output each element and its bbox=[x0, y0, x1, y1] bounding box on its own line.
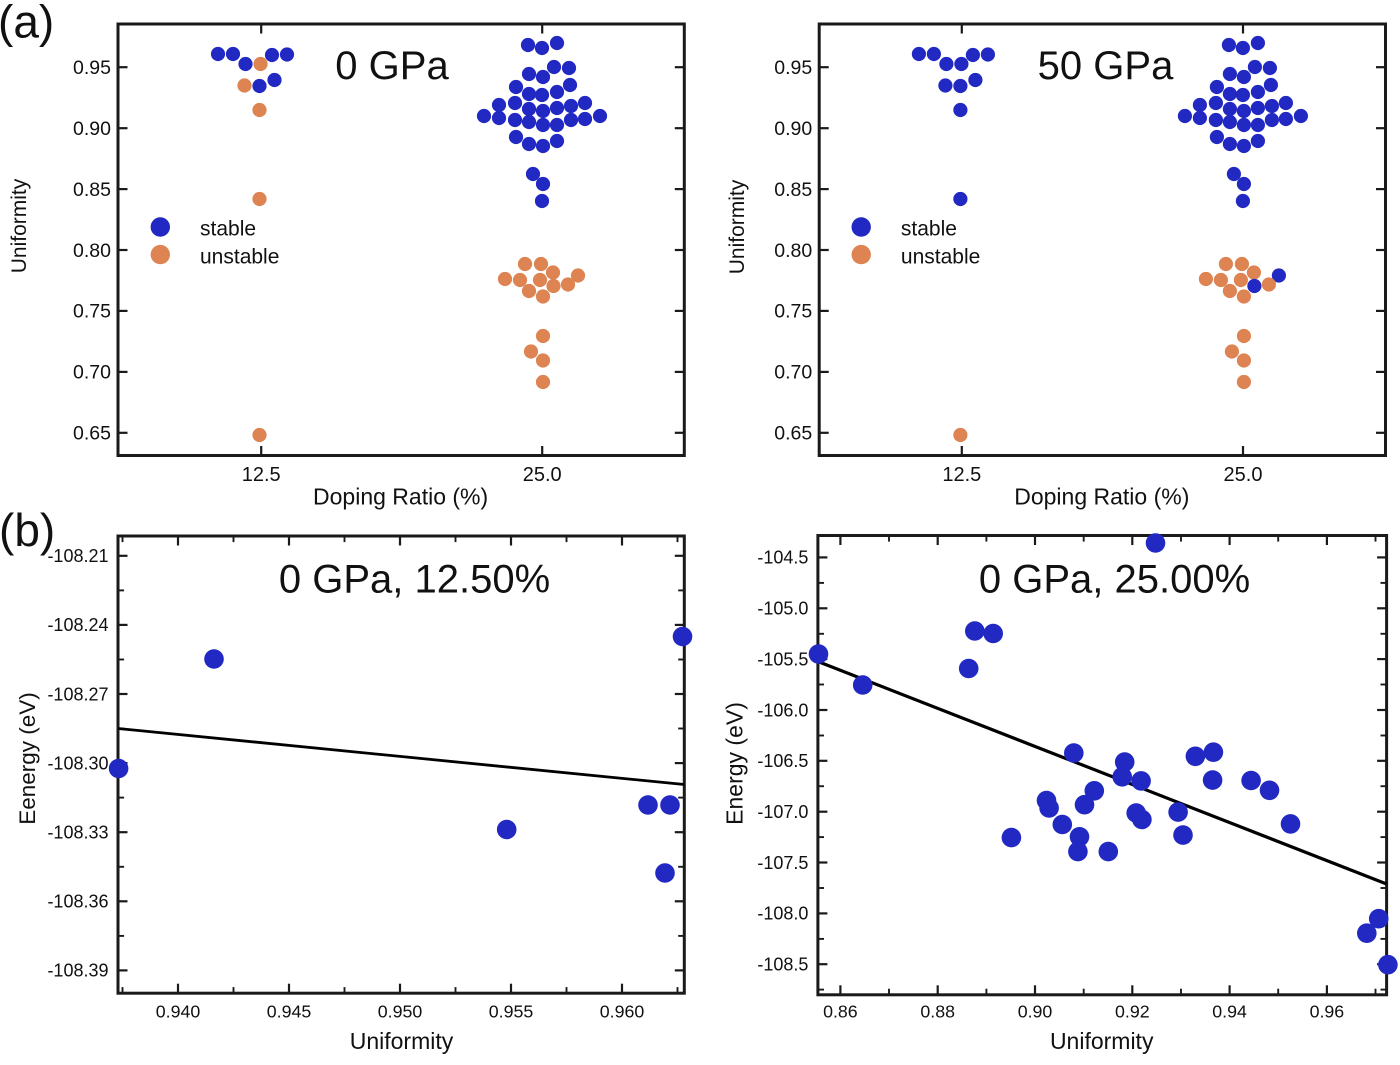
svg-text:0.94: 0.94 bbox=[1212, 1002, 1247, 1022]
svg-text:0.75: 0.75 bbox=[774, 301, 812, 323]
svg-text:stable: stable bbox=[901, 218, 957, 241]
svg-text:-108.0: -108.0 bbox=[757, 904, 808, 924]
svg-text:Doping Ratio (%): Doping Ratio (%) bbox=[313, 484, 488, 510]
svg-text:50 GPa: 50 GPa bbox=[1038, 44, 1174, 88]
svg-text:(a): (a) bbox=[0, 0, 54, 48]
svg-text:0.92: 0.92 bbox=[1115, 1002, 1150, 1022]
svg-text:0.85: 0.85 bbox=[774, 179, 812, 201]
svg-text:0.80: 0.80 bbox=[73, 240, 111, 262]
svg-text:-105.5: -105.5 bbox=[757, 649, 808, 669]
svg-text:-105.0: -105.0 bbox=[757, 599, 808, 619]
svg-text:25.0: 25.0 bbox=[1224, 464, 1263, 486]
svg-text:stable: stable bbox=[200, 218, 256, 241]
svg-text:0 GPa, 25.00%: 0 GPa, 25.00% bbox=[979, 558, 1250, 602]
svg-text:Uniformity: Uniformity bbox=[350, 1028, 454, 1054]
svg-text:0.65: 0.65 bbox=[774, 423, 812, 445]
svg-text:-107.5: -107.5 bbox=[757, 853, 808, 873]
svg-text:0.90: 0.90 bbox=[1018, 1002, 1053, 1022]
svg-text:0.90: 0.90 bbox=[774, 118, 812, 140]
svg-text:0.945: 0.945 bbox=[267, 1002, 312, 1022]
svg-text:12.5: 12.5 bbox=[242, 464, 281, 486]
svg-text:unstable: unstable bbox=[901, 246, 980, 269]
svg-text:0.96: 0.96 bbox=[1310, 1002, 1345, 1022]
svg-text:0.950: 0.950 bbox=[378, 1002, 423, 1022]
svg-text:0.95: 0.95 bbox=[73, 57, 111, 79]
svg-text:Energy (eV): Energy (eV) bbox=[722, 702, 748, 825]
svg-text:12.5: 12.5 bbox=[942, 464, 981, 486]
svg-text:0.80: 0.80 bbox=[774, 240, 812, 262]
svg-text:Uniformity: Uniformity bbox=[726, 179, 749, 274]
svg-text:-108.36: -108.36 bbox=[47, 892, 108, 912]
svg-text:0.940: 0.940 bbox=[156, 1002, 201, 1022]
svg-text:-107.0: -107.0 bbox=[757, 802, 808, 822]
svg-text:-108.24: -108.24 bbox=[47, 615, 108, 635]
svg-text:0.95: 0.95 bbox=[774, 57, 812, 79]
svg-text:0.960: 0.960 bbox=[600, 1002, 645, 1022]
svg-text:0.70: 0.70 bbox=[774, 362, 812, 384]
svg-text:-106.5: -106.5 bbox=[757, 751, 808, 771]
svg-text:Eenergy (eV): Eenergy (eV) bbox=[15, 692, 40, 825]
svg-text:0.88: 0.88 bbox=[920, 1002, 955, 1022]
svg-text:0 GPa, 12.50%: 0 GPa, 12.50% bbox=[279, 558, 550, 602]
svg-text:-108.27: -108.27 bbox=[47, 684, 108, 704]
svg-text:(b): (b) bbox=[0, 504, 55, 556]
svg-text:0.86: 0.86 bbox=[823, 1002, 858, 1022]
svg-text:0.955: 0.955 bbox=[489, 1002, 534, 1022]
svg-text:-108.33: -108.33 bbox=[47, 823, 108, 843]
svg-text:Doping Ratio (%): Doping Ratio (%) bbox=[1014, 484, 1189, 510]
svg-text:25.0: 25.0 bbox=[523, 464, 562, 486]
svg-text:0.65: 0.65 bbox=[73, 423, 111, 445]
svg-text:unstable: unstable bbox=[200, 246, 279, 269]
svg-text:-104.5: -104.5 bbox=[757, 548, 808, 568]
svg-text:0.85: 0.85 bbox=[73, 179, 111, 201]
svg-text:0.90: 0.90 bbox=[73, 118, 111, 140]
svg-text:0.70: 0.70 bbox=[73, 362, 111, 384]
svg-text:Uniformity: Uniformity bbox=[1050, 1028, 1154, 1054]
svg-text:0.75: 0.75 bbox=[73, 301, 111, 323]
svg-text:-108.39: -108.39 bbox=[47, 961, 108, 981]
svg-text:0 GPa: 0 GPa bbox=[335, 44, 449, 88]
svg-text:Uniformity: Uniformity bbox=[8, 178, 31, 273]
svg-text:-106.0: -106.0 bbox=[757, 700, 808, 720]
svg-text:-108.30: -108.30 bbox=[47, 753, 108, 773]
svg-text:-108.21: -108.21 bbox=[47, 546, 108, 566]
svg-text:-108.5: -108.5 bbox=[757, 955, 808, 975]
